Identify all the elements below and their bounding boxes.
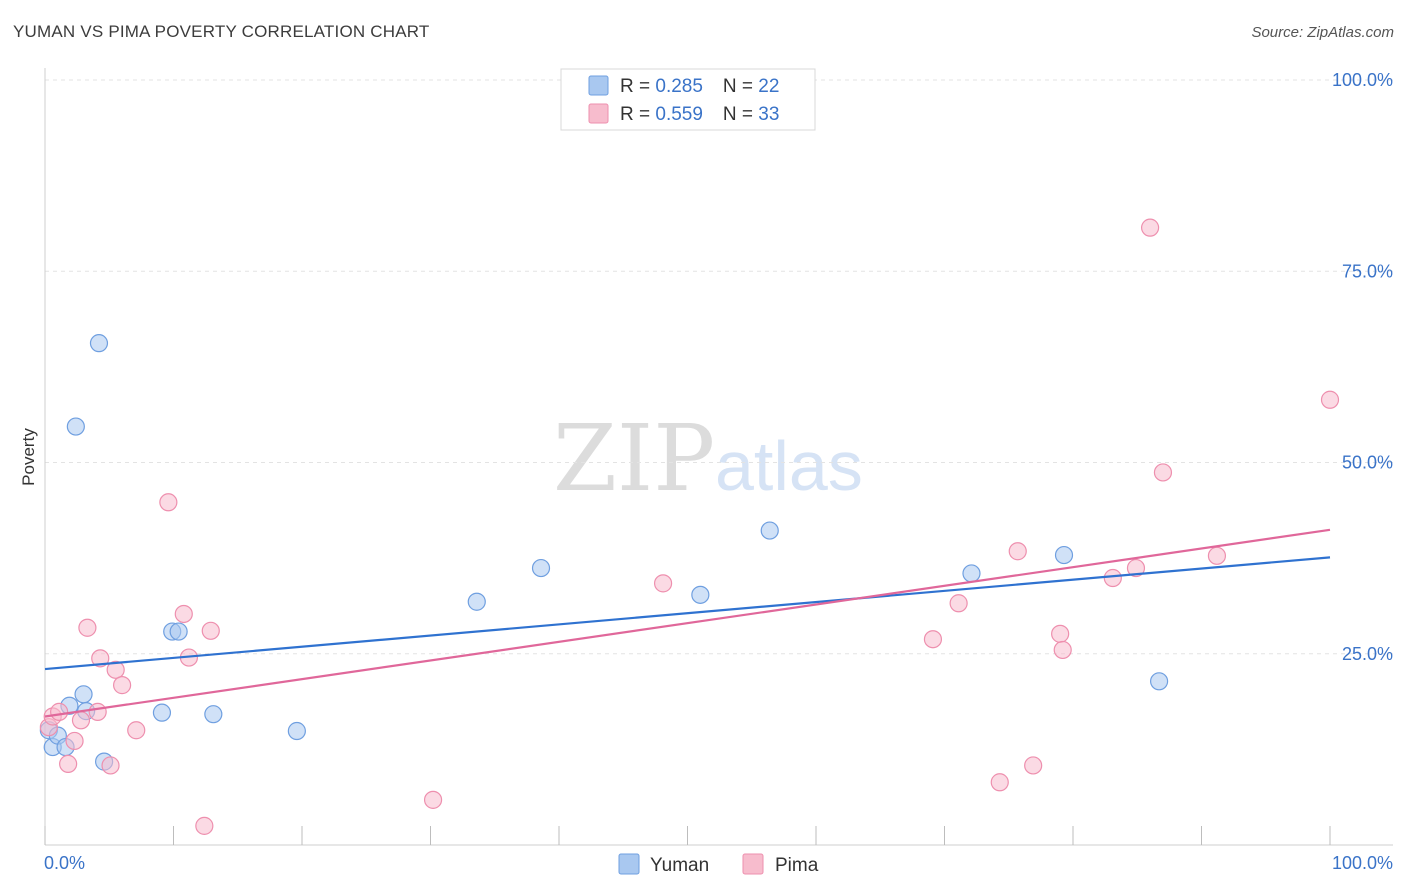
series-legend: Yuman Pima [618,853,819,876]
pima-point-20 [923,630,943,649]
pima-point-8 [91,649,110,668]
axes [44,68,1393,846]
yuman-point-18 [760,521,779,540]
x-tick-label-1: 100.0% [1332,853,1393,873]
pima-point-12 [127,721,146,740]
trend-lines [44,528,1331,718]
pima-point-10 [106,660,125,679]
pima-point-2 [50,702,69,721]
pima-point-16 [195,816,214,835]
pima-point-26 [1053,640,1072,660]
yuman-point-12 [169,622,188,641]
pima-point-31 [1207,546,1227,565]
bottom-legend-swatch-yuman [618,853,640,875]
legend-swatch-pima [588,103,609,124]
pima-point-23 [1008,542,1027,561]
pima-point-17 [201,621,220,640]
yuman-point-20 [1054,545,1074,565]
yuman-point-19 [962,564,981,583]
watermark: ZIP atlas [553,405,863,512]
yuman-point-10 [152,703,172,722]
pima-point-9 [101,756,120,775]
legend-pima-stats: R = 0.559 N = 33 [620,104,779,125]
yuman-point-15 [467,592,486,611]
bottom-legend-label-pima: Pima [775,855,819,876]
pima-point-3 [59,754,78,774]
pima-point-19 [653,574,673,593]
pima-point-14 [174,604,193,624]
y-tick-label-0: 25.0% [1342,644,1393,664]
pima-point-24 [1024,756,1043,775]
pima-trend-line [44,528,1331,718]
pima-point-25 [1051,624,1070,643]
pima-point-27 [1103,568,1122,588]
pima-point-4 [65,731,84,751]
grid-lines [45,79,1393,655]
yuman-point-7 [66,417,85,436]
y-tick-label-1: 50.0% [1342,453,1393,473]
yuman-point-5 [74,685,93,704]
pima-point-7 [88,702,107,721]
pima-point-18 [423,790,443,809]
source-label: Source: ZipAtlas.com [1251,24,1394,41]
yuman-point-8 [89,334,109,353]
chart-title: YUMAN VS PIMA POVERTY CORRELATION CHART [13,22,430,41]
pima-point-6 [78,618,97,637]
y-tick-label-3: 100.0% [1332,70,1393,90]
correlation-legend: R = 0.285 N = 22 R = 0.559 N = 33 [560,68,816,131]
x-tick-label-0: 0.0% [44,853,85,873]
watermark-atlas: atlas [715,427,863,505]
legend-swatch-yuman [588,75,609,96]
data-points [39,218,1340,835]
bottom-legend-swatch-pima [742,853,764,875]
pima-point-5 [71,711,91,730]
bottom-legend-label-yuman: Yuman [650,855,709,876]
pima-point-13 [159,493,178,512]
pima-point-11 [112,676,132,695]
y-axis-label: Poverty [19,428,38,486]
pima-point-30 [1153,463,1173,482]
yuman-point-17 [691,585,710,604]
pima-point-32 [1320,390,1340,409]
yuman-point-21 [1149,672,1169,691]
legend-yuman-stats: R = 0.285 N = 22 [620,76,779,97]
yuman-point-13 [204,705,223,724]
yuman-trend-line [44,556,1331,671]
y-tick-label-2: 75.0% [1342,261,1393,281]
yuman-point-16 [531,558,551,578]
yuman-point-14 [287,721,306,741]
watermark-zip: ZIP [553,405,715,512]
pima-point-28 [1126,558,1146,578]
tick-labels: 25.0% 50.0% 75.0% 100.0% 0.0% 100.0% [44,70,1393,873]
pima-point-29 [1140,218,1160,237]
pima-point-22 [990,773,1009,792]
pima-point-21 [949,594,968,613]
